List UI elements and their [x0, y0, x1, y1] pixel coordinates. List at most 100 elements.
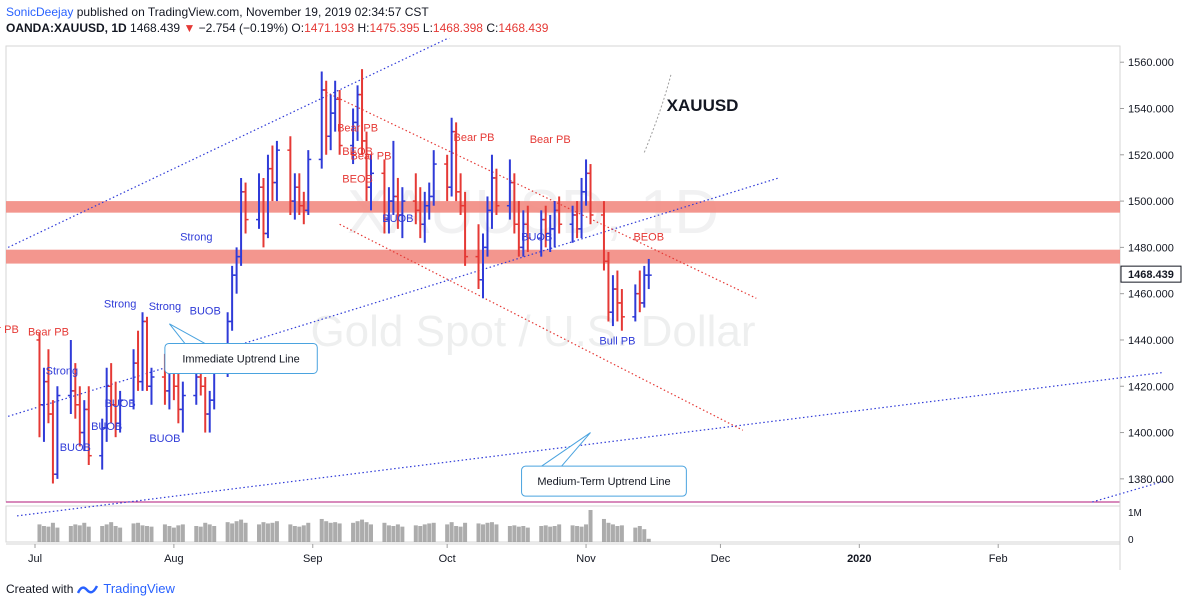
- low-label: L:: [422, 21, 433, 35]
- volume-bar: [225, 522, 230, 542]
- trendline: [325, 91, 757, 299]
- volume-pane: [5, 505, 1121, 543]
- volume-bar: [364, 522, 369, 542]
- volume-bar: [194, 526, 199, 542]
- price-chart[interactable]: XAUUSD, 1DGold Spot / U.S. Dollar r PBBe…: [0, 38, 1188, 608]
- volume-bar: [167, 526, 172, 542]
- volume-bar: [570, 525, 575, 542]
- ohlc-bar: [85, 386, 92, 465]
- trendline: [7, 38, 450, 248]
- volume-bar: [494, 524, 499, 542]
- volume-bar: [140, 525, 145, 542]
- volume-bar: [55, 527, 60, 542]
- volume-bar: [360, 519, 365, 542]
- signal-label: Bear PB: [351, 150, 392, 162]
- ohlc-bar: [556, 196, 563, 234]
- volume-bar: [489, 522, 494, 542]
- volume-bar: [588, 510, 593, 542]
- y-tick-label: 1480.000: [1128, 242, 1174, 254]
- volume-bar: [395, 524, 400, 542]
- last-price: 1468.439: [130, 21, 181, 35]
- volume-bar: [274, 521, 279, 542]
- volume-bar: [382, 522, 387, 542]
- volume-bar: [584, 524, 589, 542]
- signal-label: Strong: [149, 301, 181, 313]
- author-link[interactable]: SonicDeejay: [6, 5, 74, 19]
- volume-bar: [427, 523, 432, 542]
- ohlc-bar: [305, 150, 312, 215]
- x-tick-label: Feb: [989, 553, 1008, 565]
- chart-header: SonicDeejay published on TradingView.com…: [6, 4, 548, 36]
- low-value: 1468.398: [432, 21, 483, 35]
- close-label: C:: [486, 21, 499, 35]
- volume-bar: [391, 526, 396, 542]
- volume-bar: [454, 526, 459, 542]
- down-arrow-icon: ▼: [183, 21, 196, 35]
- open-label: O:: [291, 21, 305, 35]
- volume-bar: [413, 525, 418, 542]
- volume-bar: [73, 524, 78, 542]
- volume-bar: [525, 527, 530, 542]
- last-price-tag-label: 1468.439: [1128, 269, 1174, 281]
- ohlc-bar: [430, 150, 437, 206]
- volume-bar: [46, 526, 51, 542]
- volume-tick-label: 0: [1128, 535, 1134, 546]
- volume-bar: [319, 518, 324, 542]
- y-tick-label: 1440.000: [1128, 335, 1174, 347]
- ohlc-bar: [148, 367, 155, 405]
- volume-bar: [619, 525, 624, 542]
- ohlc-bar: [645, 258, 652, 290]
- y-tick-label: 1380.000: [1128, 474, 1174, 486]
- x-tick-label: Dec: [711, 553, 731, 565]
- signal-label: Strong: [46, 366, 78, 378]
- ohlc-bar: [117, 390, 124, 433]
- ohlc-bar: [179, 381, 186, 433]
- callout-box: [164, 342, 318, 374]
- signal-label: BUOB: [105, 398, 136, 410]
- publish-line: SonicDeejay published on TradingView.com…: [6, 4, 548, 20]
- symbol-label[interactable]: OANDA:XAUUSD, 1D: [6, 21, 127, 35]
- y-tick-label: 1500.000: [1128, 196, 1174, 208]
- trendline: [339, 223, 744, 431]
- volume-bar: [512, 525, 517, 542]
- high-value: 1475.395: [369, 21, 420, 35]
- callout-pointer: [541, 432, 591, 467]
- signal-label: Bear PB: [337, 123, 378, 135]
- ohlc-bar: [524, 205, 531, 253]
- x-tick-label: 2020: [847, 553, 871, 565]
- volume-bar: [297, 526, 302, 542]
- callout-pointer: [169, 323, 206, 344]
- volume-bar: [579, 526, 584, 542]
- callout-text: Medium-Term Uptrend Line: [537, 476, 670, 488]
- high-label: H:: [357, 21, 370, 35]
- signal-label: Strong: [180, 231, 212, 243]
- signal-label: BEOB: [342, 146, 373, 158]
- volume-bar: [557, 524, 562, 542]
- volume-bar: [333, 522, 338, 542]
- y-tick-label: 1460.000: [1128, 289, 1174, 301]
- y-tick-label: 1560.000: [1128, 57, 1174, 69]
- signal-label: BUOB: [149, 433, 180, 445]
- signal-label: Bear PB: [454, 132, 495, 144]
- volume-bar: [145, 526, 149, 542]
- volume-bar: [149, 526, 154, 542]
- volume-bar: [306, 522, 311, 542]
- ohlc-bar: [368, 154, 374, 211]
- volume-bar: [548, 526, 553, 542]
- trendline: [7, 177, 779, 417]
- volume-bar: [458, 526, 463, 542]
- tradingview-brand-link[interactable]: TradingView: [103, 581, 175, 596]
- volume-bar: [601, 518, 606, 542]
- volume-bar: [207, 524, 212, 542]
- volume-bar: [301, 525, 306, 542]
- volume-bar: [261, 522, 266, 542]
- volume-bar: [265, 523, 270, 542]
- volume-bar: [234, 521, 239, 542]
- footer: Created with TradingView: [6, 581, 175, 596]
- volume-tick-label: 1M: [1128, 508, 1142, 519]
- volume-bar: [292, 526, 297, 542]
- volume-bar: [449, 522, 454, 542]
- volume-bar: [171, 527, 176, 542]
- volume-bar: [337, 523, 342, 542]
- callout: Immediate Uptrend Line: [164, 323, 318, 374]
